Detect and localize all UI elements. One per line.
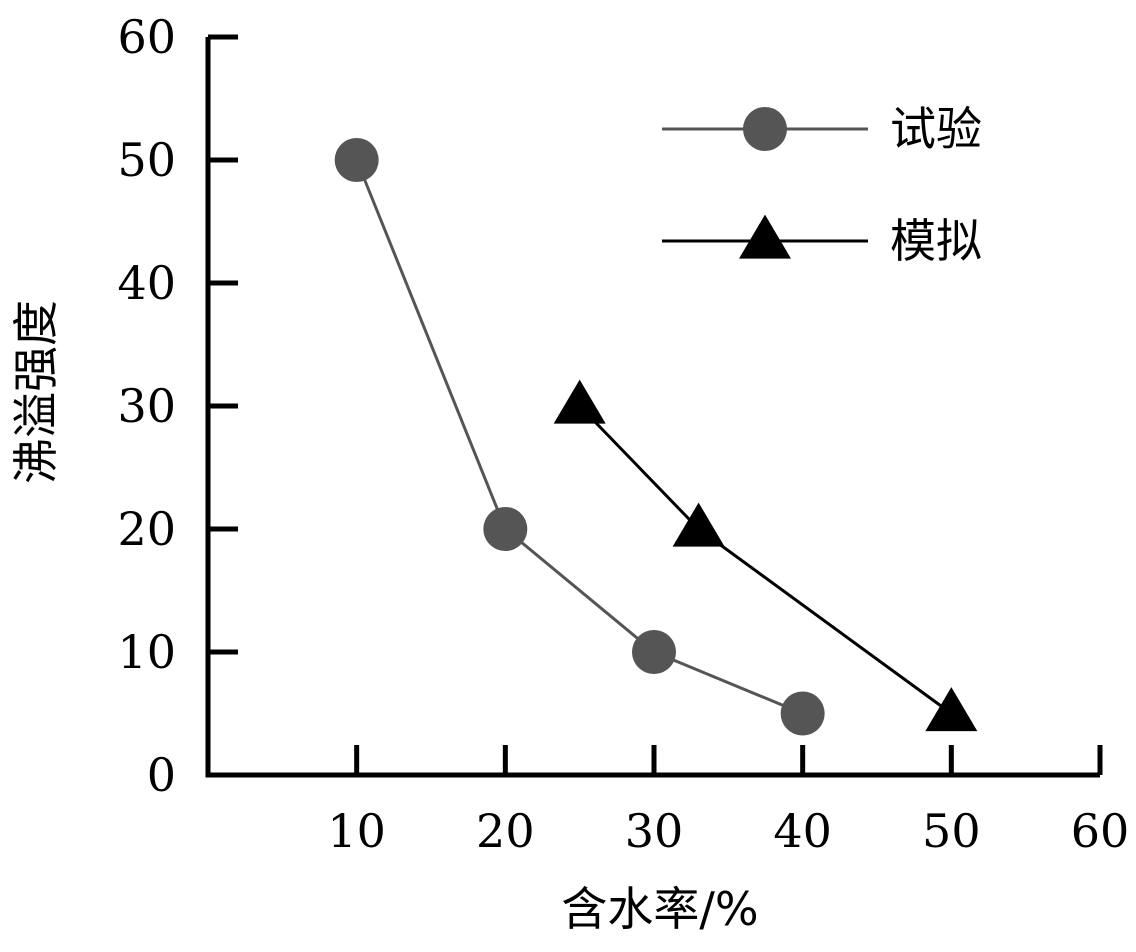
x-tick-label: 20 [476,804,535,858]
data-point-circle [334,138,379,182]
series-layer [334,138,978,736]
legend-label: 试验 [890,102,982,156]
x-tick-label: 30 [625,804,684,858]
data-point-triangle [672,502,725,547]
x-tick-label: 40 [773,804,832,858]
data-point-circle [780,691,825,736]
y-tick-label: 50 [117,133,176,187]
ticks: 0 10 20 30 40 50 60 10 20 30 40 50 60 [117,10,1129,858]
y-tick-label: 20 [117,502,176,556]
legend-label: 模拟 [890,214,982,268]
legend-item: 试验 [662,102,982,156]
series-2 [553,379,978,732]
x-tick-label: 60 [1071,804,1130,858]
y-tick-label: 30 [117,379,176,433]
data-point-triangle [739,214,791,259]
data-point-triangle [925,687,978,732]
y-tick-label: 0 [147,748,176,802]
x-axis-title: 含水率/% [561,882,758,936]
y-tick-label: 40 [117,256,176,310]
legend-item: 模拟 [662,214,982,268]
data-point-circle [632,630,676,674]
series-line [355,159,804,715]
x-tick-label: 10 [327,804,386,858]
x-tick-label: 50 [922,804,981,858]
data-point-circle [483,507,528,551]
y-axis-title: 沸溢强度 [9,300,63,484]
series-line [578,404,953,715]
series-1 [334,138,825,736]
y-tick-label: 60 [117,10,176,64]
data-point-triangle [553,379,606,424]
data-point-circle [743,107,787,151]
y-tick-label: 10 [117,625,176,679]
